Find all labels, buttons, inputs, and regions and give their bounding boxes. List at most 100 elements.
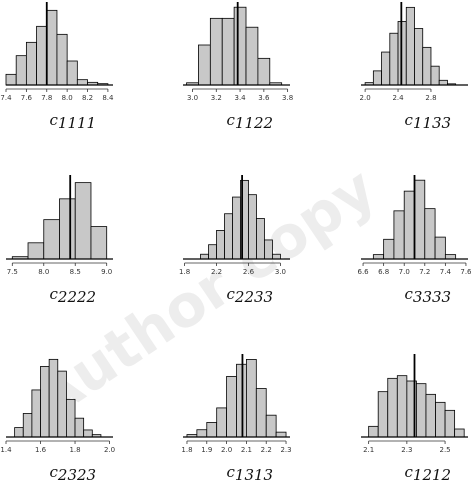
caption-subscript: 1111: [58, 114, 96, 132]
caption-main: c: [227, 285, 236, 303]
histogram-panel-3333: 6.6 6.8 7.0 7.2 7.4 7.6 c3333: [357, 175, 472, 306]
x-tick-label: 2.1: [363, 446, 374, 454]
x-tick-label: 2.0: [221, 446, 232, 454]
histogram-bar: [444, 409, 456, 438]
panel-caption: c3333: [405, 285, 452, 306]
histogram-bar: [66, 60, 78, 86]
histogram-panel-1133: 2.0 2.4 2.8 c1133: [360, 2, 468, 132]
histogram-bar: [83, 429, 93, 438]
caption-main: c: [405, 111, 414, 129]
caption-subscript: 1122: [235, 114, 273, 132]
histogram-bar: [36, 25, 48, 86]
histogram-bar: [272, 253, 281, 260]
caption-subscript: 1212: [413, 466, 451, 481]
x-tick-label: 8.0: [62, 94, 73, 102]
histogram-bar: [208, 244, 217, 260]
histogram-bar: [275, 431, 287, 438]
histogram-bar: [256, 218, 265, 260]
histogram-bar: [416, 383, 427, 438]
histogram-bar: [372, 70, 382, 86]
x-tick-label: 7.6: [460, 268, 472, 276]
caption-subscript: 2323: [57, 466, 96, 481]
histogram-bar: [430, 65, 440, 86]
histogram-bar: [198, 44, 211, 86]
caption-main: c: [50, 463, 59, 481]
histogram-bar: [48, 358, 59, 438]
x-tick-label: 2.2: [211, 268, 222, 276]
histogram-bar: [257, 57, 271, 86]
panel-caption: c2222: [50, 285, 97, 306]
x-tick-label: 8.2: [82, 94, 93, 102]
x-tick-label: 3.8: [282, 94, 293, 102]
histogram-panel-1212: 2.1 2.3 2.5 c1212: [361, 354, 468, 481]
x-tick-label: 7.6: [21, 94, 33, 102]
histogram-bar: [43, 219, 60, 260]
histogram-bar: [40, 366, 50, 438]
histogram-bar: [224, 213, 233, 260]
histogram-bar: [444, 254, 457, 260]
histogram-bar: [66, 398, 76, 438]
panel-caption: c1212: [405, 463, 452, 481]
x-tick-label: 2.0: [360, 94, 371, 102]
histogram-bar: [226, 375, 237, 438]
histogram-bar: [90, 226, 108, 260]
x-tick-label: 3.4: [234, 94, 246, 102]
histogram-bar: [368, 425, 379, 438]
histogram-bar: [200, 253, 209, 260]
histogram-panel-2233: 1.8 2.2 2.6 3.0 c2233: [179, 175, 290, 306]
histogram-bar: [434, 236, 446, 260]
panel-caption: c1133: [405, 111, 452, 132]
histogram-bar: [405, 6, 415, 86]
histogram-panel-2323: 1.4 1.6 1.8 2.0 c2323: [0, 358, 115, 481]
x-tick-label: 2.3: [280, 446, 291, 454]
histogram-panel-1313: 1.8 1.9 2.0 2.1 2.2 2.3 c1313: [181, 354, 292, 481]
histogram-bar: [74, 182, 92, 260]
x-tick-label: 3.6: [258, 94, 270, 102]
x-tick-label: 8.0: [38, 268, 49, 276]
x-tick-label: 2.1: [241, 446, 252, 454]
histogram-bar: [236, 363, 247, 438]
histogram-bar: [414, 28, 424, 86]
histogram-bar: [206, 422, 218, 438]
x-tick-label: 2.4: [392, 94, 404, 102]
caption-main: c: [50, 285, 59, 303]
histogram-bar: [393, 210, 405, 260]
histogram-bar: [454, 428, 465, 438]
histogram-bar: [27, 242, 45, 260]
x-tick-label: 1.6: [35, 446, 47, 454]
panel-caption: c2233: [227, 285, 274, 306]
histogram-bar: [381, 51, 391, 86]
x-tick-label: 2.6: [243, 268, 255, 276]
histogram-bar: [15, 55, 27, 86]
x-tick-label: 1.9: [201, 446, 212, 454]
x-tick-label: 7.4: [440, 268, 452, 276]
x-tick-label: 2.5: [440, 446, 451, 454]
histogram-bar: [403, 190, 415, 260]
histogram-panel-2222: 7.5 8.0 8.5 9.0 c2222: [6, 175, 113, 306]
histogram-panel-1122: 3.0 3.2 3.4 3.6 3.8 c1122: [183, 2, 293, 132]
histogram-bar: [221, 17, 235, 86]
x-tick-label: 6.8: [378, 268, 389, 276]
x-tick-label: 2.2: [261, 446, 272, 454]
x-tick-label: 6.6: [357, 268, 369, 276]
histogram-bar: [76, 79, 88, 86]
histogram-bar: [414, 179, 426, 260]
x-tick-label: 7.5: [7, 268, 18, 276]
x-tick-label: 9.0: [101, 268, 112, 276]
x-tick-label: 3.0: [187, 94, 198, 102]
x-tick-label: 8.4: [102, 94, 114, 102]
x-tick-label: 2.8: [425, 94, 436, 102]
histogram-bar: [57, 370, 67, 438]
histogram-bar: [74, 417, 85, 438]
x-tick-label: 2.3: [401, 446, 412, 454]
histogram-bar: [264, 239, 273, 260]
histogram-bar: [216, 230, 225, 260]
caption-subscript: 1313: [235, 466, 273, 481]
histogram-bar: [265, 414, 277, 438]
histogram-bar: [248, 194, 257, 260]
caption-main: c: [227, 463, 236, 481]
x-tick-label: 8.5: [70, 268, 81, 276]
histogram-bar: [56, 33, 68, 86]
histogram-bar: [377, 391, 389, 438]
